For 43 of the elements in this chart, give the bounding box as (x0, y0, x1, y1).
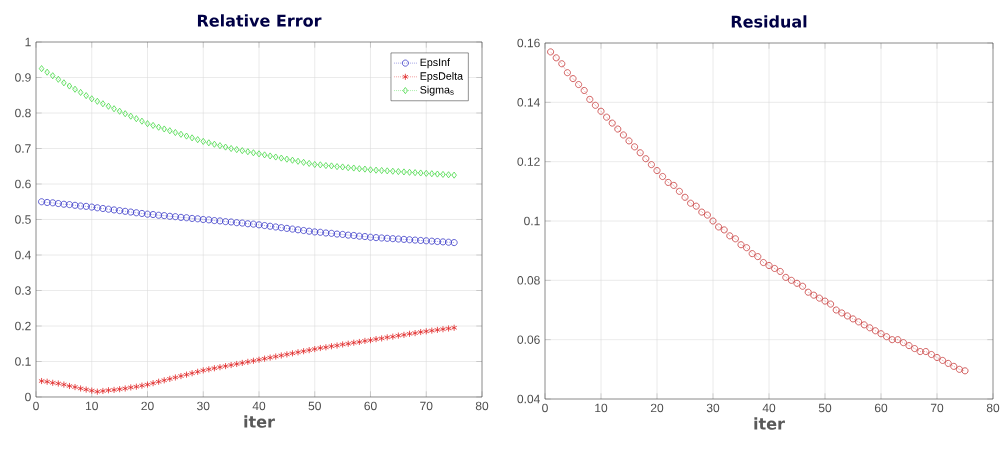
x-tick-label: 20 (650, 403, 664, 413)
y-tick-label: 0.12 (517, 157, 540, 166)
x-tick-label: 60 (364, 401, 377, 411)
x-tick-label: 70 (930, 403, 944, 413)
x-axis-title: iter (244, 415, 275, 428)
x-tick-label: 50 (818, 403, 832, 413)
legend-label: Sigma$_{s}$ (420, 85, 454, 96)
y-tick-label: 0.06 (517, 335, 540, 344)
x-tick-label: 60 (874, 403, 888, 413)
x-tick-label: 40 (252, 401, 266, 411)
x-tick-label: 10 (595, 403, 608, 413)
x-tick-label: 0 (542, 403, 548, 413)
x-tick-label: 30 (197, 401, 210, 411)
y-tick-label: 0.7 (15, 144, 31, 153)
legend-label: EpsDelta (420, 71, 464, 82)
y-tick-label: 0.16 (517, 38, 540, 48)
x-tick-label: 80 (475, 401, 489, 411)
x-tick-label: 10 (86, 401, 98, 411)
x-axis-title: iter (754, 417, 785, 430)
y-tick-label: 0.2 (15, 321, 31, 331)
x-tick-label: 0 (33, 401, 39, 411)
y-tick-label: 0.8 (15, 108, 31, 118)
x-tick-label: 30 (706, 403, 720, 413)
y-tick-label: 0.08 (517, 276, 540, 285)
y-tick-label: 0 (25, 392, 31, 402)
y-tick-label: 0.3 (15, 286, 31, 295)
x-tick-label: 40 (762, 403, 776, 413)
y-tick-label: 0.1 (15, 357, 31, 366)
y-tick-label: 0.5 (15, 215, 31, 224)
x-tick-label: 80 (986, 403, 1000, 413)
y-tick-label: 1 (25, 37, 31, 47)
legend-label: EpsInf (420, 58, 450, 69)
y-tick-label: 0.4 (15, 250, 31, 260)
x-tick-label: 70 (420, 401, 433, 411)
chart-title: Residual (731, 15, 807, 28)
y-tick-label: 0.1 (524, 216, 540, 226)
x-tick-label: 50 (308, 401, 321, 411)
y-tick-label: 0.9 (15, 73, 31, 82)
x-tick-label: 20 (141, 401, 154, 411)
y-tick-label: 0.14 (517, 98, 540, 107)
chart-title: Relative Error (197, 14, 322, 27)
y-tick-label: 0.6 (15, 179, 31, 189)
y-tick-label: 0.04 (517, 394, 540, 404)
